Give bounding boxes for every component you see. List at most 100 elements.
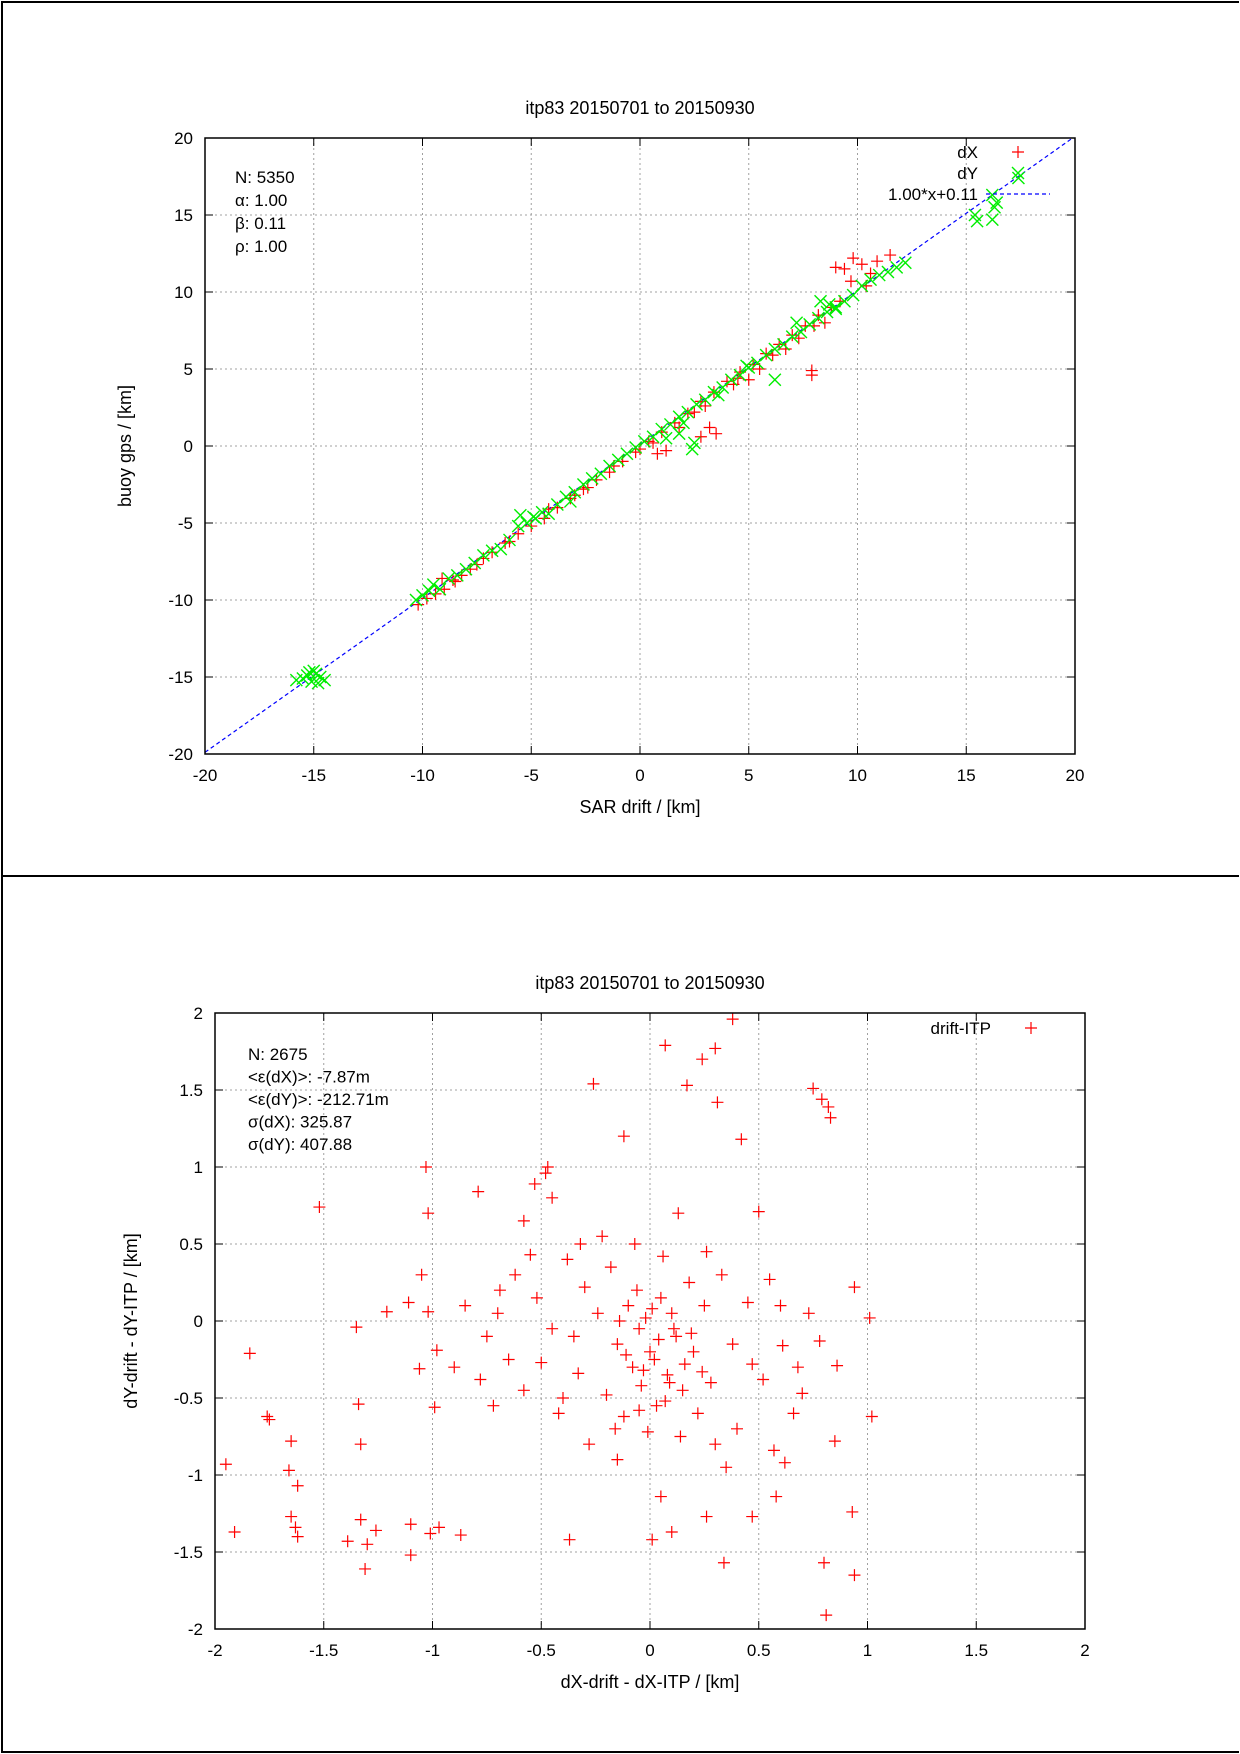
stats-text-line: N: 5350: [235, 168, 295, 187]
chart-title: itp83 20150701 to 20150930: [535, 973, 764, 993]
point-drift-itp: [424, 1527, 437, 1540]
point-dx: [512, 527, 525, 540]
y-tick-label: 5: [184, 360, 193, 379]
point-dy: [594, 467, 608, 481]
point-drift-itp: [746, 1510, 759, 1523]
point-drift-itp: [415, 1268, 428, 1281]
point-drift-itp: [776, 1339, 789, 1352]
point-drift-itp: [350, 1321, 363, 1334]
y-axis-label: dY-drift - dY-ITP / [km]: [121, 1233, 141, 1408]
point-drift-itp: [219, 1458, 232, 1471]
point-drift-itp: [763, 1273, 776, 1286]
point-drift-itp: [402, 1296, 415, 1309]
point-drift-itp: [663, 1376, 676, 1389]
point-drift-itp: [848, 1569, 861, 1582]
point-drift-itp: [700, 1245, 713, 1258]
point-dx: [603, 466, 616, 479]
point-drift-itp: [291, 1530, 304, 1543]
point-drift-itp: [646, 1533, 659, 1546]
point-drift-itp: [696, 1365, 709, 1378]
point-drift-itp: [596, 1230, 609, 1243]
scatter-chart-sar-vs-buoy: -20 -15 -10 -5 0 5 10 15 20 -20 -15 -10 -5 0 5 10 15 20 it…: [115, 98, 1084, 817]
y-tick-label: 1.5: [179, 1081, 203, 1100]
point-drift-itp: [487, 1399, 500, 1412]
point-drift-itp: [413, 1362, 426, 1375]
stats-text-line: α: 1.00: [235, 191, 287, 210]
point-drift-itp: [824, 1111, 837, 1124]
point-dx: [590, 473, 603, 486]
point-dy: [733, 368, 747, 382]
point-dy: [659, 431, 673, 445]
point-drift-itp: [865, 1410, 878, 1423]
point-drift-itp: [641, 1425, 654, 1438]
point-drift-itp: [604, 1261, 617, 1274]
point-drift-itp: [818, 1556, 830, 1569]
point-drift-itp: [541, 1161, 554, 1173]
point-drift-itp: [524, 1248, 537, 1261]
point-dy: [724, 373, 738, 387]
x-tick-label: -0.5: [527, 1641, 556, 1660]
point-drift-itp: [767, 1444, 780, 1457]
point-drift-itp: [680, 1079, 693, 1092]
point-drift-itp: [770, 1490, 783, 1503]
x-tick-label: 2: [1080, 1641, 1089, 1660]
point-dy: [750, 356, 764, 370]
point-drift-itp: [263, 1413, 276, 1426]
point-dx: [503, 535, 516, 548]
point-drift-itp: [563, 1533, 576, 1546]
y-tick-label: -5: [178, 514, 193, 533]
point-dy: [426, 578, 440, 592]
plot-area: [219, 1013, 878, 1622]
point-drift-itp: [711, 1096, 724, 1109]
point-drift-itp: [472, 1185, 485, 1198]
point-drift-itp: [591, 1307, 604, 1320]
top-chart-panel: -20 -15 -10 -5 0 5 10 15 20 -20 -15 -10 -5 0 5 10 15 20 it…: [1, 1, 1239, 877]
point-drift-itp: [665, 1307, 678, 1320]
point-drift-itp: [687, 1345, 700, 1358]
point-drift-itp: [846, 1505, 859, 1518]
point-dy: [672, 427, 686, 441]
point-dx: [703, 421, 716, 434]
point-dy: [311, 676, 325, 690]
point-drift-itp: [654, 1291, 667, 1304]
point-dy: [988, 200, 1002, 214]
point-dy: [829, 302, 843, 316]
x-tick-label: -20: [193, 766, 218, 785]
y-tick-label: -1.5: [174, 1543, 203, 1562]
point-drift-itp: [822, 1100, 835, 1113]
point-drift-itp: [359, 1562, 372, 1575]
stats-text-line: ρ: 1.00: [235, 237, 287, 256]
point-drift-itp: [787, 1407, 800, 1420]
point-drift-itp: [633, 1404, 646, 1417]
point-dy: [716, 380, 730, 394]
point-drift-itp: [654, 1490, 667, 1503]
point-drift-itp: [539, 1167, 552, 1180]
point-drift-itp: [715, 1268, 728, 1281]
point-dy: [970, 214, 984, 228]
point-drift-itp: [546, 1322, 559, 1335]
point-dy: [990, 196, 1004, 210]
point-dx: [694, 430, 707, 443]
point-dy: [677, 416, 690, 430]
point-dy: [513, 508, 527, 522]
point-dx: [844, 275, 857, 288]
point-drift-itp: [583, 1438, 596, 1451]
point-dy: [576, 478, 590, 491]
x-tick-label: -1.5: [309, 1641, 338, 1660]
point-drift-itp: [863, 1311, 876, 1324]
x-tick-label: -1: [425, 1641, 440, 1660]
point-drift-itp: [731, 1422, 743, 1435]
y-tick-label: -10: [168, 591, 193, 610]
point-drift-itp: [644, 1345, 656, 1358]
point-dy: [872, 268, 886, 282]
point-dy: [563, 494, 577, 508]
scatter-chart-drift-error: -2 -1.5 -1 -0.5 0 0.5 1 1.5 2 -2 -1.5 -1 -0.5 0 0.5 1 1.…: [121, 973, 1090, 1692]
point-drift-itp: [700, 1510, 713, 1523]
stats-text-line: β: 0.11: [235, 214, 286, 233]
point-drift-itp: [646, 1302, 659, 1315]
point-drift-itp: [617, 1130, 630, 1143]
point-drift-itp: [419, 1161, 432, 1173]
point-drift-itp: [404, 1518, 417, 1531]
point-drift-itp: [704, 1376, 717, 1389]
y-tick-label: -20: [168, 745, 193, 764]
